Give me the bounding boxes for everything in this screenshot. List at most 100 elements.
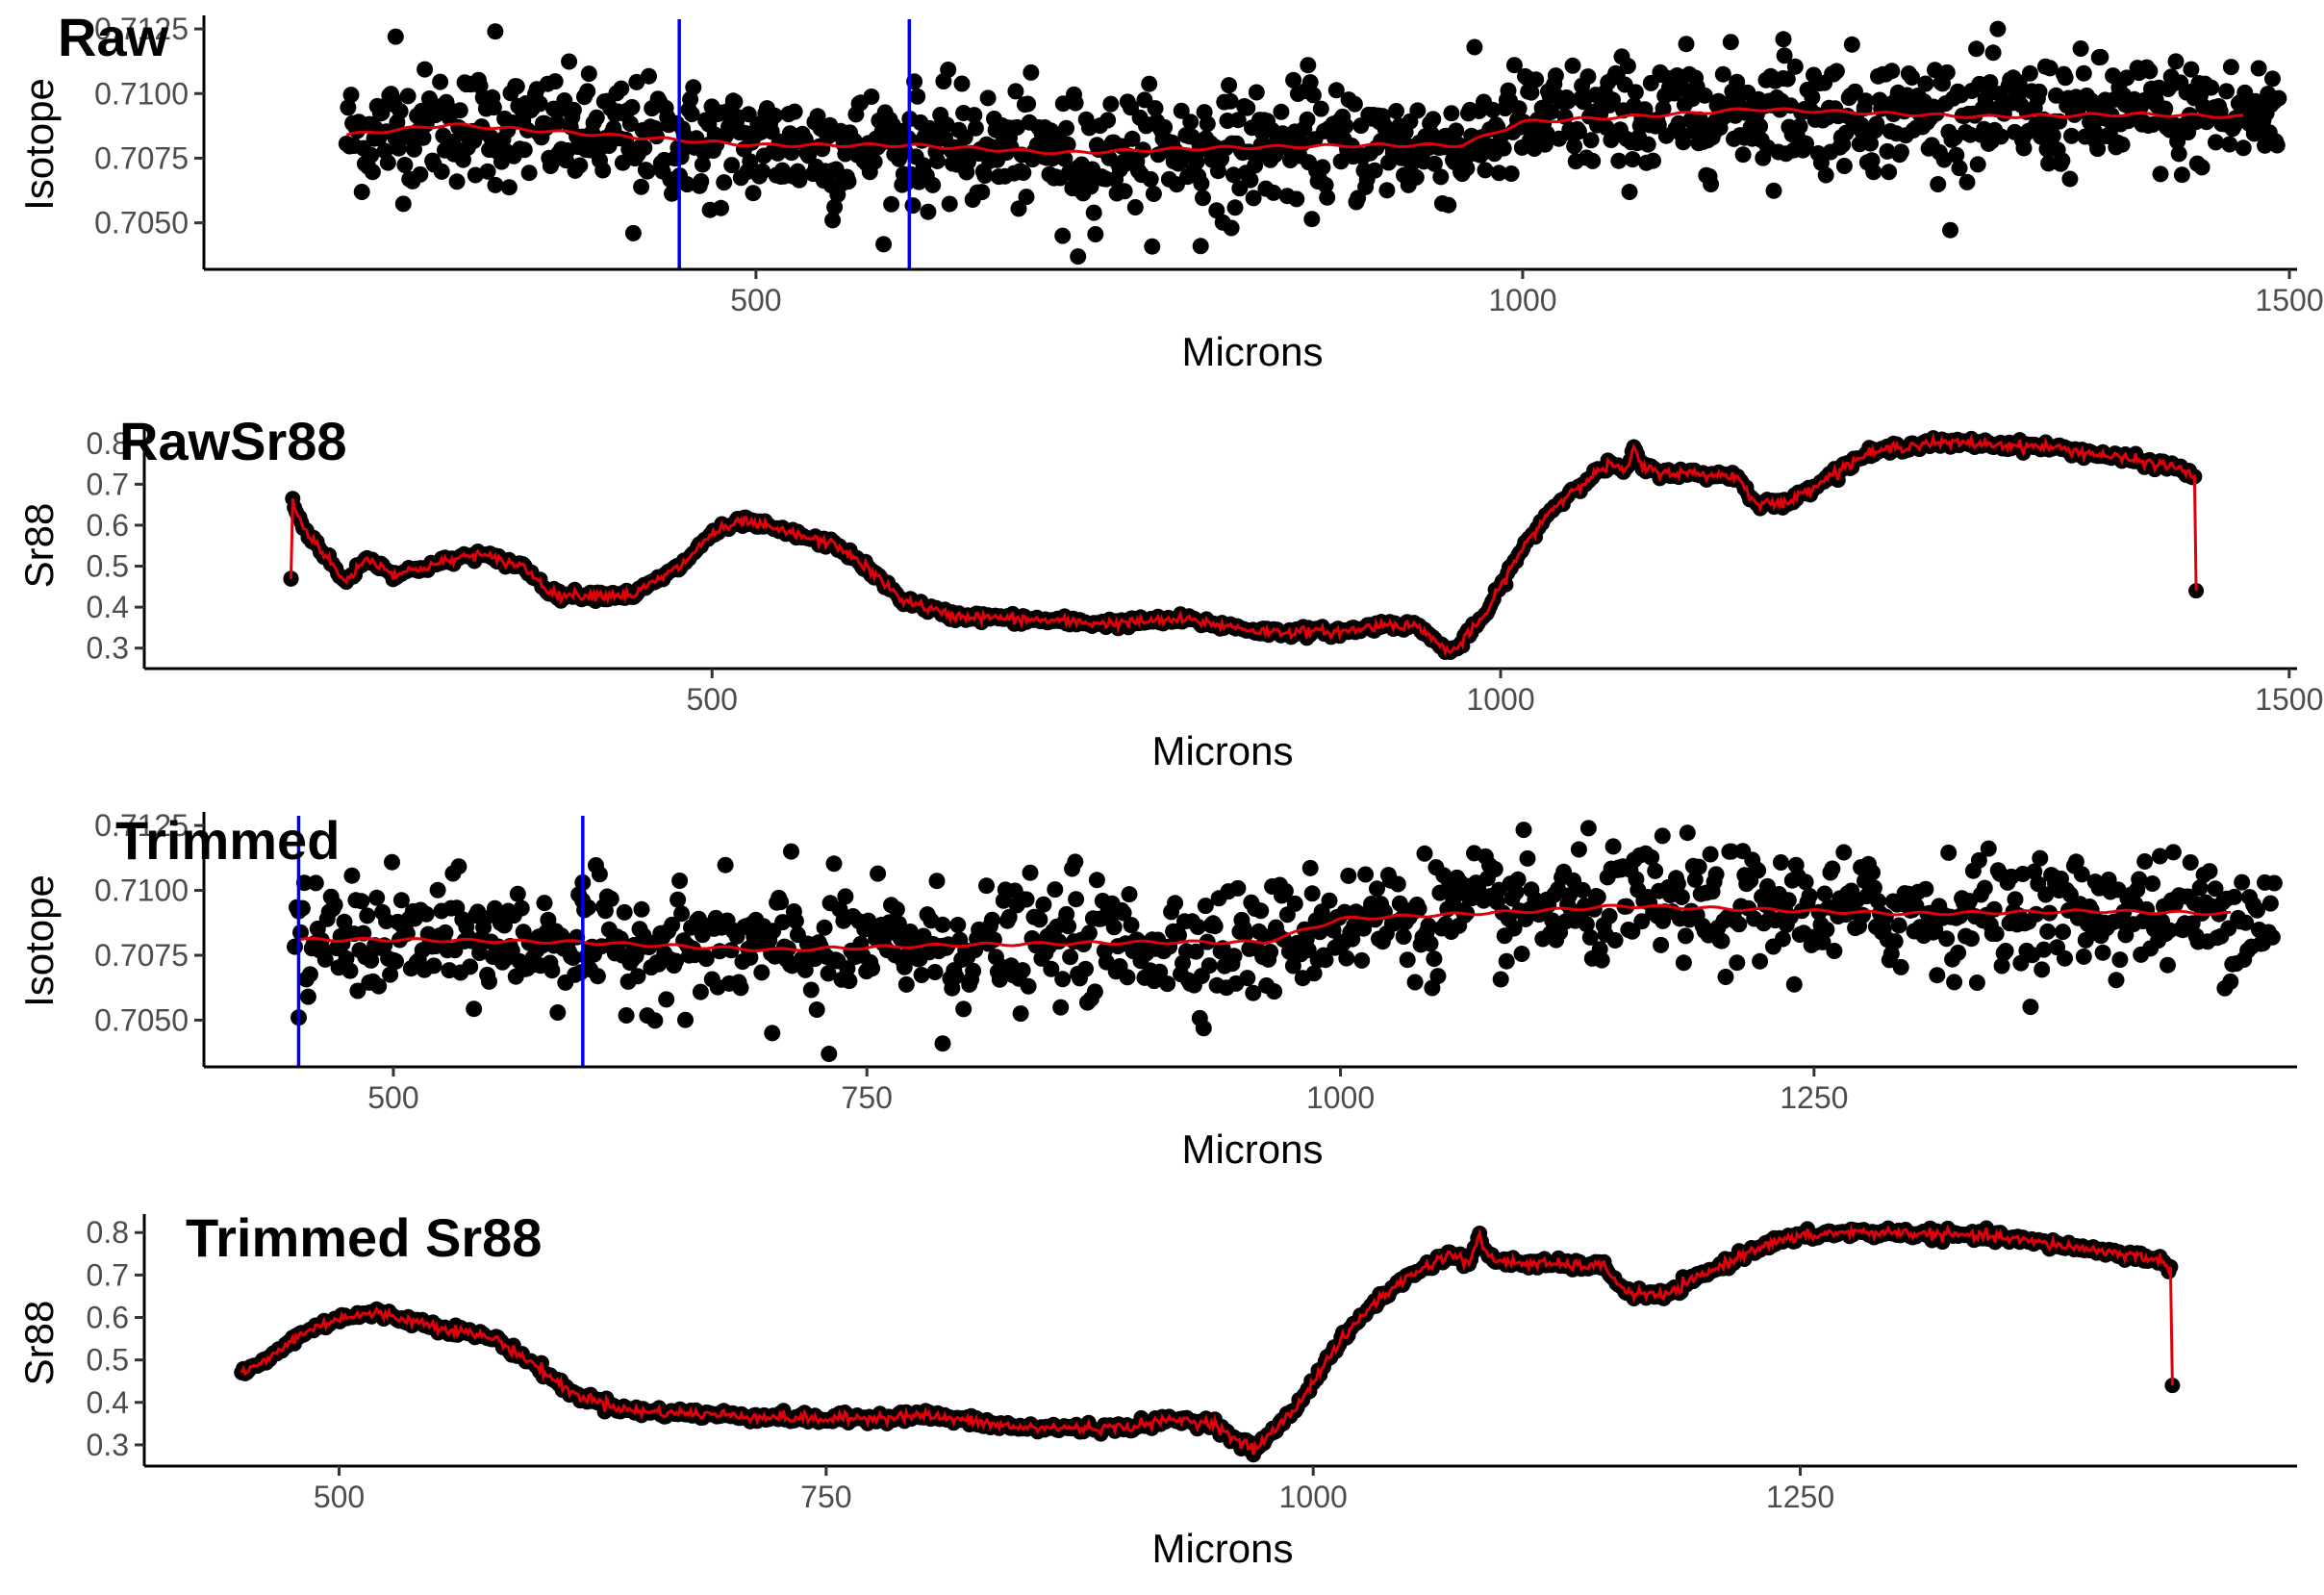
trimmed-point xyxy=(2201,863,2218,880)
trimmed-point xyxy=(1968,975,1985,991)
trimmed-point xyxy=(1305,965,1323,982)
trimmed-point xyxy=(1750,862,1767,879)
raw-point xyxy=(940,62,957,78)
raw-point xyxy=(723,157,741,174)
trimmed-point xyxy=(1702,846,1719,863)
trimmed-point xyxy=(1938,930,1956,948)
raw-point xyxy=(2208,134,2224,151)
raw-point xyxy=(580,65,597,83)
trimmed-point xyxy=(513,899,530,917)
raw-point xyxy=(2193,159,2210,176)
trimmed-point xyxy=(1338,949,1355,967)
raw-point xyxy=(641,67,657,85)
raw-point xyxy=(588,109,605,126)
raw-point xyxy=(394,195,412,213)
trimmed-point xyxy=(1022,864,1039,881)
raw-point xyxy=(2113,136,2131,153)
raw-sr88-panel-title: RawSr88 xyxy=(119,411,347,471)
raw-point xyxy=(2152,165,2169,183)
trimmed-point xyxy=(1245,984,1262,1001)
raw-point xyxy=(909,88,926,105)
raw-point xyxy=(447,139,464,157)
trimmed-point xyxy=(772,894,790,911)
raw-point xyxy=(1675,134,1692,151)
raw-point xyxy=(1865,164,1882,181)
raw-point xyxy=(1388,103,1404,119)
raw-point xyxy=(1989,20,2007,38)
trimmed-point xyxy=(338,949,355,967)
raw-y-tick-label: 0.7050 xyxy=(94,206,189,241)
raw-point xyxy=(2268,137,2286,154)
trimmed-point xyxy=(934,1035,951,1052)
trimmed-points xyxy=(287,820,2283,1062)
raw-point xyxy=(1619,58,1636,75)
trimmed-point xyxy=(462,958,479,975)
trimmed-point xyxy=(1877,908,1894,925)
raw-point xyxy=(1425,111,1442,128)
trimmed-x-tick-label: 1000 xyxy=(1306,1080,1375,1115)
raw-point xyxy=(1059,136,1076,153)
raw-point xyxy=(1018,189,1035,206)
raw-point xyxy=(1225,166,1242,184)
raw-point xyxy=(1621,184,1638,200)
trimmed-point xyxy=(1826,943,1843,959)
raw-point xyxy=(1636,101,1654,118)
raw-point xyxy=(1857,92,1875,110)
trimmed-point xyxy=(991,971,1008,988)
raw-point xyxy=(1610,152,1628,169)
raw-point xyxy=(1523,84,1540,101)
trimmed-point xyxy=(1654,827,1671,845)
trimmed-point xyxy=(1927,921,1944,938)
trimmed-point xyxy=(1717,969,1734,985)
raw-point xyxy=(363,146,380,164)
trimmed-point xyxy=(1086,983,1103,1000)
trimmed-point xyxy=(1579,820,1597,837)
raw-point xyxy=(1440,196,1457,214)
raw-sr88-y-tick-label: 0.7 xyxy=(87,467,129,501)
trimmed-point xyxy=(983,911,1000,928)
raw-point xyxy=(2183,61,2200,78)
trimmed-point xyxy=(2039,923,2057,940)
raw-point xyxy=(1195,190,1211,207)
trimmed-point xyxy=(1197,898,1214,915)
trimmed-point xyxy=(633,900,650,918)
raw-point xyxy=(1223,219,1240,237)
trimmed-point xyxy=(1882,945,1900,962)
raw-point xyxy=(1265,184,1282,201)
raw-point xyxy=(1239,99,1256,116)
trimmed-point xyxy=(417,905,435,923)
trimmed-point xyxy=(1410,900,1427,918)
trimmed-point xyxy=(1987,925,2005,943)
raw-point xyxy=(2218,83,2236,100)
raw-point xyxy=(1528,71,1545,89)
trimmed-point xyxy=(1581,928,1599,946)
raw-point xyxy=(1843,36,1860,53)
trimmed-point xyxy=(353,893,370,910)
trimmed-point xyxy=(825,855,843,873)
raw-point xyxy=(1655,100,1672,117)
trimmed-point xyxy=(1677,927,1694,945)
trimmed-point xyxy=(2182,854,2199,871)
raw-point xyxy=(487,23,504,40)
raw-point xyxy=(624,224,642,241)
trimmed-point xyxy=(658,991,675,1008)
trimmed-point xyxy=(1303,885,1321,902)
raw-point xyxy=(1968,40,1985,58)
raw-point xyxy=(565,101,582,118)
raw-point xyxy=(2048,87,2064,104)
raw-point xyxy=(1951,160,1968,177)
raw-point xyxy=(824,212,842,229)
raw-point xyxy=(387,28,404,45)
trimmed-point xyxy=(677,1011,694,1028)
raw-point xyxy=(633,178,650,195)
raw-point xyxy=(2221,136,2238,153)
raw-point xyxy=(1862,135,1879,152)
raw-point xyxy=(783,144,800,162)
raw-point xyxy=(2061,170,2079,188)
raw-x-axis-title: Microns xyxy=(1181,329,1323,374)
trimmed-point xyxy=(1369,880,1385,898)
raw-point xyxy=(1495,139,1512,157)
raw-point xyxy=(508,78,525,95)
trimmed-point xyxy=(1604,838,1622,855)
